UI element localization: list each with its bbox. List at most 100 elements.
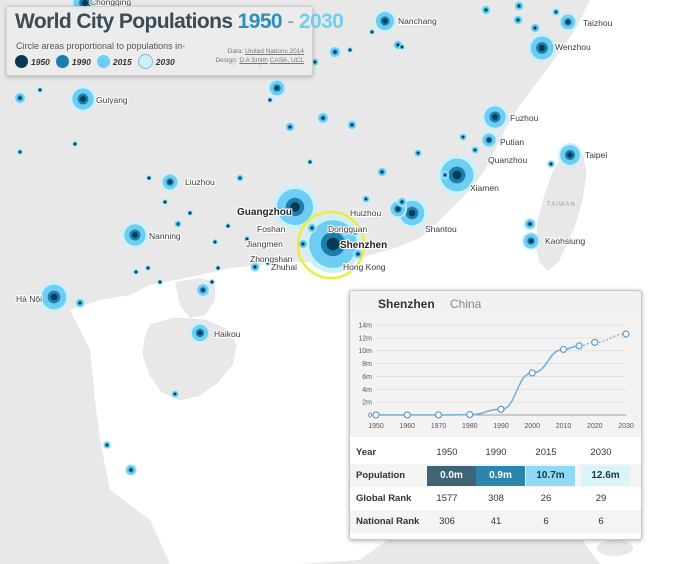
- chart-point[interactable]: [434, 411, 443, 419]
- city-circle[interactable]: [171, 390, 179, 398]
- chart-point[interactable]: [622, 330, 630, 338]
- city-label[interactable]: Guangzhou: [236, 206, 293, 219]
- city-circle[interactable]: [196, 283, 210, 297]
- city-circle[interactable]: [146, 175, 152, 181]
- city-circle[interactable]: [273, 185, 317, 229]
- city-circle[interactable]: [353, 249, 363, 259]
- city-circle[interactable]: [399, 44, 405, 50]
- city-label[interactable]: Zhongshan: [249, 253, 294, 265]
- city-circle[interactable]: [397, 197, 407, 207]
- city-circle[interactable]: [317, 112, 329, 124]
- city-circle[interactable]: [225, 223, 231, 229]
- city-circle[interactable]: [37, 87, 43, 93]
- city-circle[interactable]: [351, 228, 359, 236]
- city-circle[interactable]: [374, 10, 396, 32]
- legend-item-2030[interactable]: 2030: [137, 54, 175, 69]
- chart-point[interactable]: [372, 411, 380, 419]
- designer-link[interactable]: D A Smith: [239, 57, 268, 64]
- city-circle[interactable]: [329, 46, 341, 58]
- city-circle[interactable]: [414, 149, 422, 157]
- city-circle[interactable]: [559, 13, 577, 31]
- city-circle[interactable]: [304, 215, 362, 273]
- city-circle[interactable]: [481, 5, 491, 15]
- city-label[interactable]: Hà Nội: [15, 293, 43, 305]
- city-circle[interactable]: [268, 79, 286, 97]
- city-label[interactable]: Xiamen: [469, 182, 500, 194]
- city-label[interactable]: Huizhou: [349, 207, 383, 219]
- city-circle[interactable]: [250, 262, 260, 272]
- city-circle[interactable]: [481, 132, 497, 148]
- city-circle[interactable]: [311, 58, 319, 66]
- city-circle[interactable]: [552, 8, 560, 16]
- city-circle[interactable]: [133, 269, 139, 275]
- city-circle[interactable]: [514, 1, 524, 11]
- city-circle[interactable]: [72, 141, 78, 147]
- city-circle[interactable]: [125, 464, 137, 476]
- city-label[interactable]: Kaohsiung: [544, 235, 587, 247]
- city-circle[interactable]: [215, 265, 221, 271]
- city-circle[interactable]: [70, 86, 96, 112]
- city-circle[interactable]: [307, 159, 313, 165]
- city-label[interactable]: Liuzhou: [184, 176, 216, 188]
- city-label[interactable]: Guiyang: [95, 94, 129, 106]
- city-label[interactable]: Putian: [499, 136, 526, 148]
- city-circle[interactable]: [157, 279, 163, 285]
- city-circle[interactable]: [530, 23, 540, 33]
- city-label[interactable]: Chongqing: [89, 0, 133, 8]
- city-circle[interactable]: [162, 199, 168, 205]
- city-label[interactable]: Fuzhou: [509, 112, 540, 124]
- city-circle[interactable]: [209, 279, 215, 285]
- city-circle[interactable]: [441, 171, 449, 179]
- data-source-link[interactable]: United Nations 2014: [245, 48, 304, 55]
- city-label[interactable]: Wenzhou: [554, 41, 592, 53]
- city-label[interactable]: Haikou: [213, 328, 242, 340]
- city-label[interactable]: Shenzhen: [339, 239, 388, 252]
- city-label[interactable]: Quanzhou: [487, 154, 529, 166]
- city-circle[interactable]: [236, 174, 244, 182]
- legend[interactable]: 1950 1990 2015 2030: [15, 54, 175, 69]
- city-circle[interactable]: [39, 282, 69, 312]
- city-circle[interactable]: [244, 236, 250, 242]
- city-circle[interactable]: [524, 218, 536, 230]
- city-circle[interactable]: [482, 104, 508, 130]
- city-circle[interactable]: [347, 47, 353, 53]
- city-circle[interactable]: [145, 265, 151, 271]
- city-circle[interactable]: [362, 195, 370, 203]
- city-label[interactable]: Jiangmen: [245, 238, 284, 250]
- city-circle[interactable]: [369, 29, 375, 35]
- city-circle[interactable]: [558, 143, 582, 167]
- city-circle[interactable]: [174, 220, 182, 228]
- city-circle[interactable]: [547, 160, 555, 168]
- city-label[interactable]: Taizhou: [582, 17, 614, 29]
- city-circle[interactable]: [437, 155, 477, 195]
- city-label[interactable]: Foshan: [256, 223, 287, 235]
- chart-point[interactable]: [466, 411, 474, 419]
- org-link[interactable]: CASA, UCL: [269, 57, 304, 64]
- city-circle[interactable]: [347, 120, 357, 130]
- city-label[interactable]: Nanchang: [397, 15, 438, 27]
- city-circle[interactable]: [377, 167, 387, 177]
- city-label[interactable]: Zhuhai: [270, 261, 298, 273]
- city-circle[interactable]: [522, 232, 540, 250]
- city-label[interactable]: Hong Kong: [342, 261, 387, 273]
- chart-point[interactable]: [497, 405, 505, 413]
- legend-item-1990[interactable]: 1990: [55, 55, 91, 68]
- chart-point[interactable]: [528, 369, 536, 377]
- chart-point[interactable]: [403, 411, 411, 419]
- city-circle[interactable]: [267, 97, 273, 103]
- chart-point[interactable]: [559, 345, 568, 354]
- city-circle[interactable]: [187, 210, 193, 216]
- city-label[interactable]: Taipei: [584, 149, 609, 161]
- city-circle[interactable]: [265, 260, 271, 266]
- chart-point[interactable]: [575, 342, 583, 350]
- city-label[interactable]: Nanning: [148, 230, 182, 242]
- city-circle[interactable]: [14, 92, 26, 104]
- city-circle[interactable]: [285, 122, 295, 132]
- city-circle[interactable]: [298, 239, 308, 249]
- city-label[interactable]: Shantou: [424, 223, 458, 235]
- chart-point[interactable]: [591, 338, 599, 346]
- legend-item-1950[interactable]: 1950: [15, 55, 50, 68]
- city-circle[interactable]: [161, 173, 179, 191]
- legend-item-2015[interactable]: 2015: [96, 55, 132, 68]
- city-circle[interactable]: [307, 223, 317, 233]
